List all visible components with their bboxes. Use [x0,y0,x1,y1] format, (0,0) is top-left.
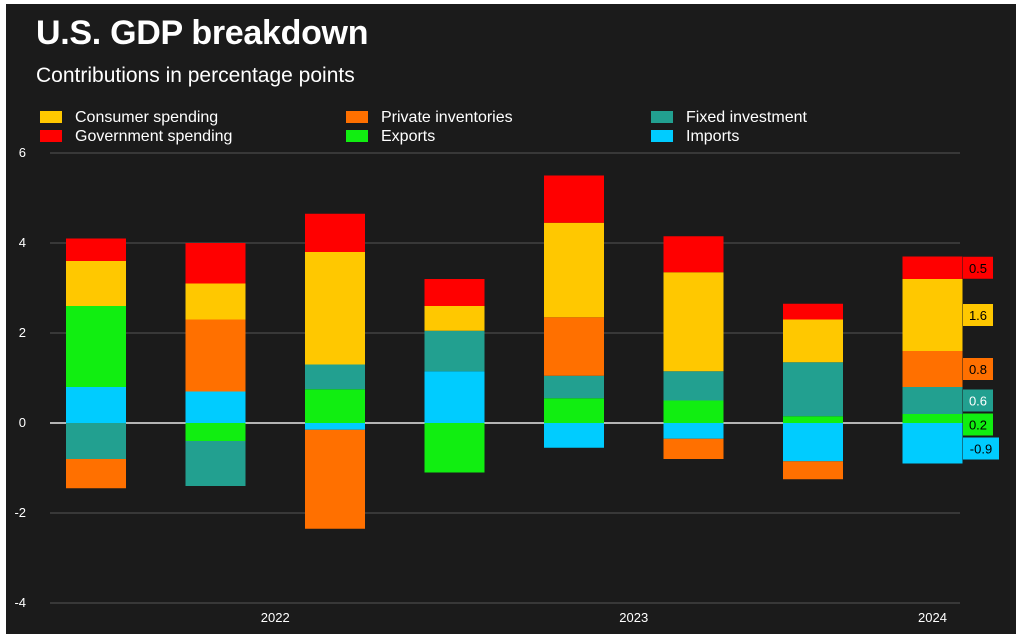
bar-segment-consumer-spending-8 [902,279,963,351]
x-year-label-2024: 2024 [918,610,947,625]
bar-segment-government-spending-1 [66,238,126,261]
bar-segment-imports-4 [424,371,485,423]
x-year-label-2022: 2022 [261,610,290,625]
legend-label-government-spending: Government spending [75,128,232,145]
end-label-exports: 0.2 [969,418,987,433]
y-tick-label: -2 [14,505,26,520]
bar-segment-exports-4 [424,423,485,473]
chart-frame [6,4,1016,634]
legend-label-exports: Exports [381,128,435,145]
legend-swatch-private-inventories [346,111,368,123]
bar-segment-government-spending-5 [544,175,604,223]
y-tick-label: 4 [19,235,26,250]
bar-segment-imports-3 [305,423,365,430]
bar-segment-imports-7 [783,423,843,462]
bar-segment-government-spending-4 [424,279,485,306]
bar-segment-exports-7 [783,416,843,423]
legend-swatch-government-spending [40,130,62,142]
bar-segment-government-spending-2 [185,243,246,284]
bar-segment-fixed-investment-7 [783,362,843,417]
bar-segment-consumer-spending-2 [185,283,246,320]
bar-segment-fixed-investment-4 [424,330,485,372]
bar-segment-fixed-investment-5 [544,375,604,399]
y-tick-label: 6 [19,145,26,160]
bar-segment-imports-1 [66,387,126,423]
legend-swatch-imports [651,130,673,142]
end-label-government-spending: 0.5 [969,261,987,276]
bar-segment-fixed-investment-6 [663,371,724,401]
end-label-box-exports [963,413,993,436]
bar-segment-consumer-spending-6 [663,272,724,372]
bar-segment-fixed-investment-3 [305,364,365,390]
bar-segment-consumer-spending-7 [783,319,843,363]
end-label-box-government-spending [963,256,993,279]
end-label-fixed-investment: 0.6 [969,394,987,409]
bar-segment-fixed-investment-1 [66,423,126,459]
bar-segment-exports-2 [185,423,246,441]
bar-segment-consumer-spending-1 [66,261,126,306]
end-label-box-consumer-spending [963,304,993,326]
bar-segment-imports-6 [663,423,724,439]
legend-label-private-inventories: Private inventories [381,109,513,126]
bar-segment-government-spending-7 [783,303,843,320]
bar-segment-imports-5 [544,423,604,448]
legend-label-imports: Imports [686,128,739,145]
end-label-box-imports [963,437,999,460]
bar-segment-exports-6 [663,400,724,423]
bar-segment-consumer-spending-3 [305,252,365,365]
y-tick-label: -4 [14,595,26,610]
bar-segment-consumer-spending-5 [544,222,604,318]
bar-segment-fixed-investment-8 [902,387,963,414]
bar-segment-government-spending-8 [902,256,963,279]
y-tick-label: 2 [19,325,26,340]
bar-segment-imports-2 [185,391,246,423]
legend-label-consumer-spending: Consumer spending [75,109,218,126]
y-tick-label: 0 [19,415,26,430]
x-year-label-2023: 2023 [619,610,648,625]
end-label-box-fixed-investment [963,389,993,412]
bar-segment-government-spending-6 [663,236,724,273]
end-label-consumer-spending: 1.6 [969,308,987,323]
bar-segment-fixed-investment-2 [185,441,246,486]
bar-segment-private-inventories-2 [185,319,246,392]
bar-segment-consumer-spending-4 [424,306,485,331]
legend-swatch-fixed-investment [651,111,673,123]
bar-segment-private-inventories-5 [544,317,604,376]
bar-segment-private-inventories-8 [902,351,963,387]
end-label-imports: -0.9 [970,442,992,457]
bar-segment-exports-1 [66,306,126,387]
bar-segment-exports-3 [305,389,365,423]
bar-segment-exports-8 [902,414,963,423]
bar-segment-imports-8 [902,423,963,464]
bar-segment-private-inventories-3 [305,429,365,529]
chart-subtitle: Contributions in percentage points [36,64,355,87]
end-label-private-inventories: 0.8 [969,362,987,377]
bar-segment-exports-5 [544,398,604,423]
legend-swatch-exports [346,130,368,142]
bar-segment-government-spending-3 [305,213,365,252]
bar-segment-private-inventories-1 [66,459,126,489]
chart-title: U.S. GDP breakdown [36,14,369,52]
bar-segment-private-inventories-6 [663,438,724,459]
end-label-box-private-inventories [963,358,993,380]
legend-label-fixed-investment: Fixed investment [686,109,807,126]
legend-swatch-consumer-spending [40,111,62,123]
bar-segment-private-inventories-7 [783,461,843,480]
